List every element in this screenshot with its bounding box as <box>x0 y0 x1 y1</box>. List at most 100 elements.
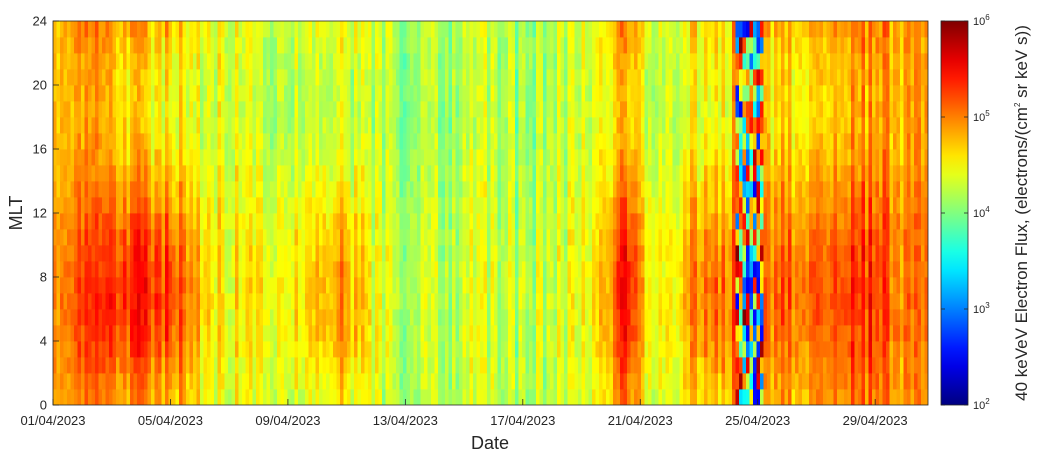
heatmap-cell <box>714 309 719 326</box>
heatmap-cell <box>137 373 141 390</box>
heatmap-cell <box>501 309 505 326</box>
heatmap-cell <box>417 181 421 198</box>
heatmap-cell <box>63 53 68 70</box>
heatmap-cell <box>273 229 278 246</box>
heatmap-cell <box>214 389 218 405</box>
heatmap-cell <box>746 309 750 326</box>
heatmap-cell <box>175 197 180 214</box>
heatmap-cell <box>693 261 698 278</box>
heatmap-cell <box>476 213 481 230</box>
heatmap-cell <box>235 277 239 294</box>
heatmap-cell <box>686 37 691 54</box>
heatmap-cell <box>746 245 750 262</box>
heatmap-cell <box>399 37 404 54</box>
heatmap-cell <box>753 149 757 166</box>
heatmap-cell <box>448 213 453 230</box>
heatmap-cell <box>529 213 533 230</box>
heatmap-cell <box>273 389 278 405</box>
heatmap-cell <box>637 197 642 214</box>
heatmap-cell <box>424 37 428 54</box>
heatmap-cell <box>732 85 736 102</box>
heatmap-cell <box>284 69 288 86</box>
heatmap-cell <box>287 53 292 70</box>
heatmap-cell <box>606 389 610 405</box>
heatmap-cell <box>623 101 628 118</box>
heatmap-cell <box>749 69 754 86</box>
heatmap-cell <box>490 165 495 182</box>
heatmap-cell <box>154 21 159 38</box>
heatmap-cell <box>312 149 316 166</box>
heatmap-cell <box>483 357 488 374</box>
heatmap-cell <box>592 325 596 342</box>
heatmap-cell <box>291 245 295 262</box>
heatmap-cell <box>186 133 190 150</box>
heatmap-cell <box>756 229 761 246</box>
heatmap-cell <box>168 325 173 342</box>
heatmap-cell <box>56 341 61 358</box>
heatmap-cell <box>620 229 624 246</box>
heatmap-cell <box>599 181 603 198</box>
heatmap-cell <box>697 165 701 182</box>
heatmap-cell <box>81 277 85 294</box>
heatmap-cell <box>431 277 435 294</box>
heatmap-cell <box>536 325 540 342</box>
heatmap-cell <box>340 325 344 342</box>
heatmap-cell <box>140 21 145 38</box>
heatmap-cell <box>585 117 589 134</box>
heatmap-cell <box>91 69 96 86</box>
heatmap-cell <box>130 357 134 374</box>
heatmap-cell <box>252 213 257 230</box>
heatmap-cell <box>704 293 708 310</box>
heatmap-cell <box>77 197 82 214</box>
heatmap-cell <box>357 373 362 390</box>
heatmap-cell <box>291 149 295 166</box>
heatmap-cell <box>756 165 761 182</box>
heatmap-cell <box>347 133 351 150</box>
heatmap-cell <box>154 101 159 118</box>
heatmap-cell <box>452 133 456 150</box>
heatmap-cell <box>588 149 593 166</box>
heatmap-cell <box>522 325 526 342</box>
heatmap-cell <box>679 21 684 38</box>
heatmap-cell <box>732 229 736 246</box>
heatmap-cell <box>669 133 673 150</box>
heatmap-cell <box>585 101 589 118</box>
heatmap-cell <box>543 53 547 70</box>
heatmap-cell <box>494 197 498 214</box>
heatmap-cell <box>252 261 257 278</box>
heatmap-cell <box>249 69 253 86</box>
heatmap-cell <box>550 197 554 214</box>
heatmap-cell <box>777 213 782 230</box>
heatmap-cell <box>140 213 145 230</box>
heatmap-cell <box>56 277 61 294</box>
heatmap-cell <box>641 21 645 38</box>
heatmap-cell <box>543 309 547 326</box>
heatmap-cell <box>469 389 474 405</box>
heatmap-cell <box>329 53 334 70</box>
heatmap-cell <box>221 85 225 102</box>
heatmap-cell <box>385 261 390 278</box>
heatmap-cell <box>539 341 544 358</box>
heatmap-cell <box>448 293 453 310</box>
heatmap-cell <box>662 149 666 166</box>
heatmap-cell <box>98 165 103 182</box>
heatmap-cell <box>144 101 148 118</box>
heatmap-cell <box>508 85 512 102</box>
heatmap-cell <box>637 149 642 166</box>
heatmap-cell <box>238 101 243 118</box>
heatmap-cell <box>497 229 502 246</box>
heatmap-cell <box>483 117 488 134</box>
heatmap-cell <box>231 213 236 230</box>
heatmap-cell <box>112 149 117 166</box>
heatmap-cell <box>200 165 204 182</box>
heatmap-cell <box>588 37 593 54</box>
heatmap-cell <box>231 133 236 150</box>
heatmap-cell <box>137 21 141 38</box>
heatmap-cell <box>235 213 239 230</box>
heatmap-cell <box>182 197 187 214</box>
heatmap-cell <box>557 373 561 390</box>
heatmap-cell <box>494 117 498 134</box>
heatmap-cell <box>326 309 330 326</box>
heatmap-cell <box>53 181 57 198</box>
heatmap-cell <box>669 245 673 262</box>
